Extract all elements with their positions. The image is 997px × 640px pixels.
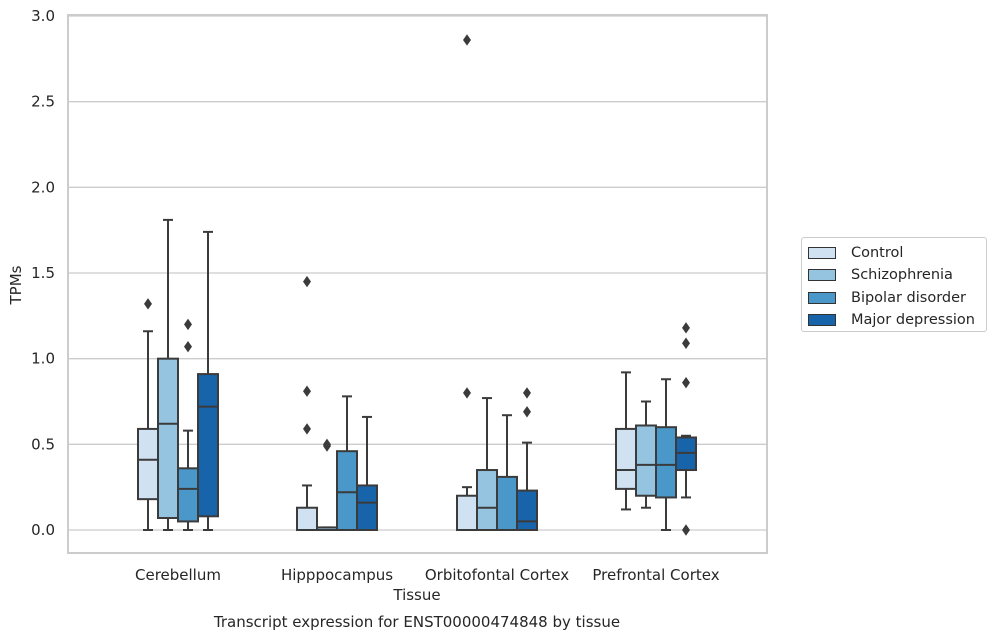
outlier-point (523, 387, 531, 399)
box-body (635, 424, 657, 497)
legend-item: Major depression (808, 309, 986, 331)
box-major-depression-0 (197, 230, 219, 531)
legend-item: Control (808, 242, 986, 264)
outlier-point (303, 275, 311, 288)
legend-swatch (808, 269, 836, 282)
legend-label: Bipolar disorder (851, 289, 966, 306)
x-tick-label: Hipppocampus (281, 566, 393, 584)
legend-item: Bipolar disorder (808, 287, 986, 309)
x-tick-label: Orbitofontal Cortex (425, 566, 569, 584)
legend: Control Schizophrenia Bipolar disorder Majo… (801, 237, 987, 332)
box-body (336, 450, 358, 532)
box-body (516, 489, 538, 531)
y-tick-label: 2.0 (31, 178, 55, 196)
box-body (356, 484, 378, 532)
outlier-point (682, 524, 690, 536)
x-tick-label: Cerebellum (135, 566, 221, 584)
outlier-point (303, 385, 311, 397)
box-schizophrenia-3 (635, 400, 657, 509)
y-tick-label: 1.0 (31, 350, 55, 368)
outlier-point (523, 406, 531, 418)
box-major-depression-2 (516, 387, 538, 531)
outlier-point (463, 34, 471, 46)
box-schizophrenia-2 (476, 397, 498, 531)
box-body (177, 467, 199, 523)
x-tick-labels: Cerebellum Hipppocampus Orbitofontal Corte… (135, 566, 720, 584)
x-axis-label: Tissue (392, 586, 440, 604)
legend-swatch (808, 314, 836, 327)
y-tick-label: 2.5 (31, 93, 55, 111)
box-schizophrenia-0 (157, 218, 179, 531)
box-control-2 (456, 34, 478, 532)
box-major-depression-3 (675, 322, 697, 536)
box-bipolar-disorder-0 (177, 318, 199, 531)
box-bipolar-disorder-1 (336, 395, 358, 532)
y-tick-label: 3.0 (31, 7, 55, 25)
legend-label: Control (851, 245, 904, 262)
box-body (296, 506, 318, 531)
box-body (476, 469, 498, 531)
outlier-point (682, 322, 690, 334)
legend-item: Schizophrenia (808, 264, 986, 286)
legend-label: Major depression (851, 312, 975, 329)
box-control-1 (296, 275, 318, 531)
box-body (197, 373, 219, 518)
outlier-point (682, 337, 690, 349)
box-bipolar-disorder-2 (496, 414, 518, 531)
y-tick-labels: 0.0 0.5 1.0 1.5 2.0 2.5 3.0 (31, 7, 55, 539)
box-schizophrenia-1 (316, 438, 338, 531)
y-tick-label: 1.5 (31, 264, 55, 282)
box-control-3 (615, 371, 637, 511)
chart-caption: Transcript expression for ENST0000047484… (213, 613, 620, 631)
plot-frame (67, 14, 768, 554)
box-body (655, 426, 677, 499)
x-tick-label: Prefrontal Cortex (592, 566, 719, 584)
y-tick-label: 0.5 (31, 435, 55, 453)
box-control-0 (137, 298, 159, 531)
box-body (496, 475, 518, 531)
box-body (456, 494, 478, 532)
y-tick-label: 0.0 (31, 521, 55, 539)
box-body (157, 357, 179, 520)
legend-swatch (808, 291, 836, 304)
outlier-point (144, 298, 152, 310)
box-body (137, 427, 159, 501)
outlier-point (303, 423, 311, 435)
box-series (137, 34, 697, 536)
outlier-point (323, 438, 331, 451)
outlier-point (682, 376, 690, 389)
box-major-depression-1 (356, 415, 378, 532)
outlier-point (184, 340, 192, 353)
outlier-point (463, 387, 471, 399)
box-bipolar-disorder-3 (655, 378, 677, 531)
legend-swatch (808, 247, 836, 260)
y-axis-label: TPMs (7, 265, 25, 305)
outlier-point (184, 318, 192, 331)
box-body (615, 427, 637, 490)
legend-label: Schizophrenia (851, 267, 953, 284)
